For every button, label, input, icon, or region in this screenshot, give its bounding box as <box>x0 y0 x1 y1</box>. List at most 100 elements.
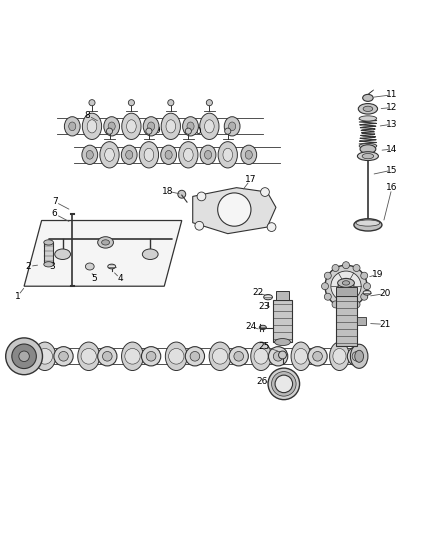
Text: 9: 9 <box>155 126 161 135</box>
Ellipse shape <box>338 278 354 294</box>
Ellipse shape <box>361 272 368 279</box>
Ellipse shape <box>146 128 152 134</box>
Bar <box>357 317 366 325</box>
Ellipse shape <box>55 249 71 260</box>
Ellipse shape <box>212 349 228 364</box>
Ellipse shape <box>360 145 376 154</box>
Ellipse shape <box>161 113 180 140</box>
Ellipse shape <box>185 346 205 366</box>
Ellipse shape <box>268 346 288 366</box>
Ellipse shape <box>347 346 367 366</box>
Ellipse shape <box>81 349 96 364</box>
Ellipse shape <box>264 295 272 300</box>
Ellipse shape <box>89 100 95 106</box>
Ellipse shape <box>329 342 350 370</box>
Ellipse shape <box>183 117 198 136</box>
Ellipse shape <box>218 193 251 226</box>
Ellipse shape <box>229 346 248 366</box>
Ellipse shape <box>357 152 378 160</box>
Ellipse shape <box>166 342 187 370</box>
Ellipse shape <box>148 122 155 131</box>
Ellipse shape <box>190 351 200 361</box>
Ellipse shape <box>168 100 174 106</box>
Ellipse shape <box>146 351 156 361</box>
Ellipse shape <box>338 279 354 287</box>
Ellipse shape <box>78 342 100 370</box>
Bar <box>336 287 357 296</box>
Ellipse shape <box>225 128 231 134</box>
Ellipse shape <box>108 264 116 269</box>
Polygon shape <box>193 188 276 233</box>
Ellipse shape <box>200 113 219 140</box>
Ellipse shape <box>363 106 373 111</box>
Ellipse shape <box>343 281 350 285</box>
Ellipse shape <box>313 351 322 361</box>
Ellipse shape <box>261 188 269 197</box>
Ellipse shape <box>102 240 110 245</box>
Ellipse shape <box>187 122 194 131</box>
Ellipse shape <box>205 150 212 159</box>
Ellipse shape <box>321 282 328 290</box>
Ellipse shape <box>200 145 216 165</box>
Ellipse shape <box>364 282 371 290</box>
Ellipse shape <box>108 122 115 131</box>
Ellipse shape <box>197 192 206 201</box>
Ellipse shape <box>105 148 114 161</box>
Bar <box>276 291 289 301</box>
Text: 10: 10 <box>191 127 203 136</box>
Ellipse shape <box>343 304 350 311</box>
Ellipse shape <box>6 338 42 375</box>
Ellipse shape <box>355 350 364 362</box>
Ellipse shape <box>54 346 73 366</box>
Ellipse shape <box>224 117 240 136</box>
Ellipse shape <box>294 349 307 364</box>
Text: 22: 22 <box>252 288 263 297</box>
Text: 21: 21 <box>379 320 390 329</box>
Ellipse shape <box>209 342 231 370</box>
Text: 18: 18 <box>162 187 173 196</box>
Ellipse shape <box>59 351 68 361</box>
Ellipse shape <box>19 351 29 361</box>
Text: 20: 20 <box>379 289 390 298</box>
Polygon shape <box>24 221 182 286</box>
Text: 13: 13 <box>386 119 398 128</box>
Ellipse shape <box>169 349 184 364</box>
Ellipse shape <box>64 117 80 136</box>
Ellipse shape <box>185 128 191 134</box>
Ellipse shape <box>82 113 102 140</box>
Text: 12: 12 <box>386 103 398 112</box>
Ellipse shape <box>87 120 97 133</box>
Ellipse shape <box>275 338 290 345</box>
Ellipse shape <box>139 142 159 168</box>
Ellipse shape <box>362 154 374 159</box>
Ellipse shape <box>143 117 159 136</box>
Ellipse shape <box>268 368 300 400</box>
Ellipse shape <box>229 122 236 131</box>
Ellipse shape <box>358 103 378 114</box>
Text: 26: 26 <box>256 377 268 386</box>
Ellipse shape <box>354 219 382 231</box>
Ellipse shape <box>128 100 134 106</box>
Ellipse shape <box>352 351 362 361</box>
Ellipse shape <box>165 150 172 159</box>
Ellipse shape <box>102 351 112 361</box>
Ellipse shape <box>12 344 36 368</box>
Ellipse shape <box>272 372 296 396</box>
Ellipse shape <box>104 117 120 136</box>
Ellipse shape <box>127 120 136 133</box>
Ellipse shape <box>161 145 177 165</box>
Ellipse shape <box>218 142 237 168</box>
Text: 11: 11 <box>386 90 398 99</box>
Bar <box>44 243 53 264</box>
Ellipse shape <box>106 128 113 134</box>
Ellipse shape <box>324 272 331 279</box>
Ellipse shape <box>359 143 377 149</box>
Text: 7: 7 <box>52 197 58 206</box>
Text: 24: 24 <box>245 322 256 332</box>
Ellipse shape <box>44 262 53 267</box>
Text: 14: 14 <box>386 144 398 154</box>
Ellipse shape <box>166 120 176 133</box>
Ellipse shape <box>350 344 368 368</box>
Text: 25: 25 <box>258 342 269 351</box>
Ellipse shape <box>69 122 76 131</box>
